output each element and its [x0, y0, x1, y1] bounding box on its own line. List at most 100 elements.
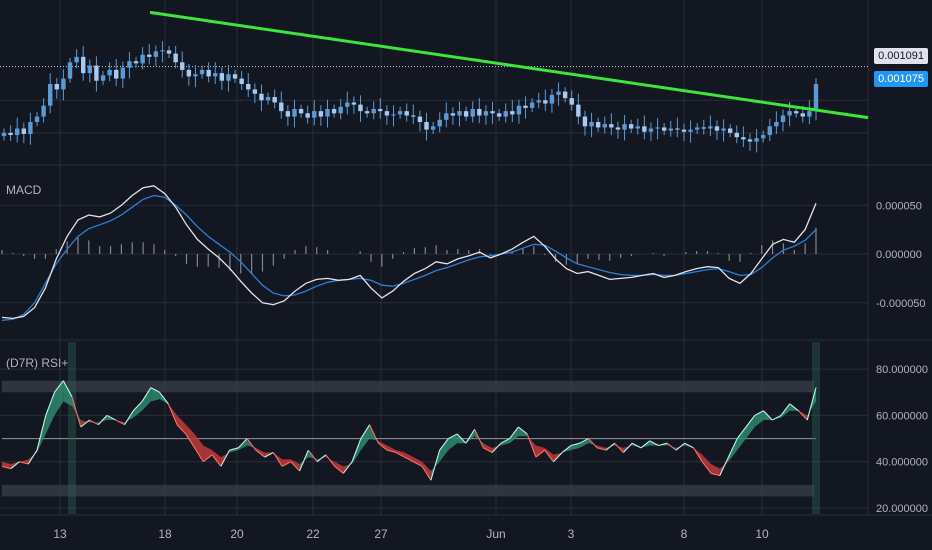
candle-body: [318, 111, 324, 117]
candle-body: [444, 113, 449, 120]
candle-body: [477, 108, 482, 116]
rsi-fill-segment: [45, 392, 55, 434]
rsi-fill-segment: [422, 461, 431, 481]
rsi-line-segment: [229, 447, 239, 451]
rsi-line-segment: [395, 451, 405, 458]
date-tick-label: 20: [230, 527, 244, 541]
rsi-line-segment: [404, 456, 414, 463]
rsi-line-segment: [448, 433, 458, 440]
candle-body: [694, 127, 700, 130]
candle-body: [67, 62, 73, 79]
candle-body: [430, 126, 436, 130]
rsi-line-segment: [299, 449, 309, 472]
macd-y-tick: 0.000000: [876, 249, 922, 261]
rsi-line-segment: [325, 454, 336, 467]
rsi-fill-segment: [387, 445, 396, 453]
rsi-line-segment: [771, 414, 782, 421]
x-axis[interactable]: 13 18 20 22 27 Jun 3 8 10: [53, 527, 769, 541]
price-pane[interactable]: [0, 10, 869, 153]
rsi-line-segment: [237, 438, 248, 449]
rsi-highlight-column: [812, 342, 820, 514]
rsi-line-segment: [631, 442, 642, 449]
macd-pane[interactable]: [1, 185, 817, 321]
candle-body: [483, 111, 489, 116]
grid-lines: [0, 0, 932, 516]
candle-body: [345, 102, 350, 107]
candle-body: [206, 69, 211, 77]
candle-body: [701, 127, 706, 129]
candle-body: [793, 111, 799, 114]
date-tick-label: 27: [374, 527, 388, 541]
rsi-line-segment: [150, 387, 160, 393]
rsi-line-segment: [675, 442, 686, 451]
rsi-line-segment: [36, 415, 47, 451]
rsi-fill-segment: [702, 454, 711, 474]
candle-body: [133, 61, 139, 64]
candle-body: [219, 73, 225, 81]
candle-body: [312, 111, 317, 118]
date-tick-label: 13: [53, 527, 67, 541]
rsi-line-segment: [544, 449, 554, 463]
rsi-line-segment: [281, 461, 292, 467]
candle-body: [364, 111, 370, 114]
candle-body: [615, 127, 621, 130]
rsi-line-segment: [369, 424, 379, 444]
macd-line: [1, 185, 817, 320]
close-price-tag: 0.001075: [874, 71, 928, 87]
rsi-fill-segment: [737, 427, 746, 451]
rsi-line-segment: [623, 442, 633, 453]
candle-body: [1, 132, 7, 137]
rsi-line-segment: [19, 461, 29, 465]
candle-body: [338, 106, 343, 114]
rsi-band: [2, 484, 814, 497]
candle-body: [417, 116, 423, 122]
candle-body: [199, 69, 205, 75]
rsi-line-segment: [71, 396, 82, 428]
candle-body: [21, 128, 27, 134]
candle-body: [635, 126, 640, 129]
candle-body: [496, 113, 502, 117]
candle-body: [331, 108, 337, 114]
candle-body: [774, 122, 779, 127]
rsi-line-segment: [54, 380, 64, 393]
rsi-fill-segment: [745, 415, 755, 439]
candle-body: [358, 104, 363, 112]
candle-body: [437, 119, 442, 127]
date-tick-label: 18: [158, 527, 172, 541]
rsi-fill-segment: [194, 433, 204, 462]
candle-body: [213, 73, 218, 77]
rsi-line-segment: [526, 433, 537, 458]
rsi-line-segment: [421, 466, 432, 481]
candle-body: [609, 124, 614, 128]
rsi-line-segment: [272, 452, 283, 467]
candle-body: [74, 56, 79, 63]
rsi-pane[interactable]: [1, 342, 820, 514]
candle-body: [780, 115, 786, 122]
rsi-line-segment: [159, 391, 169, 405]
rsi-fill-segment: [133, 401, 143, 418]
candle-body: [147, 54, 152, 57]
rsi-fill-segment: [597, 445, 606, 451]
candle-body: [595, 122, 601, 128]
candle-body: [628, 124, 634, 129]
rsi-line-segment: [456, 433, 467, 444]
rsi-line-segment: [430, 449, 441, 481]
rsi-line-segment: [194, 447, 204, 463]
candle-body: [48, 84, 53, 106]
rsi-line-segment: [518, 426, 528, 435]
rsi-line-segment: [1, 465, 11, 470]
candle-body: [556, 91, 561, 95]
rsi-line-segment: [570, 442, 580, 447]
candle-body: [661, 127, 667, 131]
candle-body: [675, 128, 680, 130]
candle-body: [721, 128, 726, 131]
y-axis[interactable]: 0.000050 0.000000 -0.000050 80.000000 60.000…: [876, 200, 928, 515]
candle-body: [81, 56, 86, 74]
candle-body: [160, 50, 165, 52]
candle-body: [450, 113, 456, 116]
rsi-line-segment: [701, 461, 712, 474]
candle-body: [127, 61, 132, 68]
rsi-line-segment: [474, 429, 484, 449]
candle-body: [503, 111, 508, 117]
